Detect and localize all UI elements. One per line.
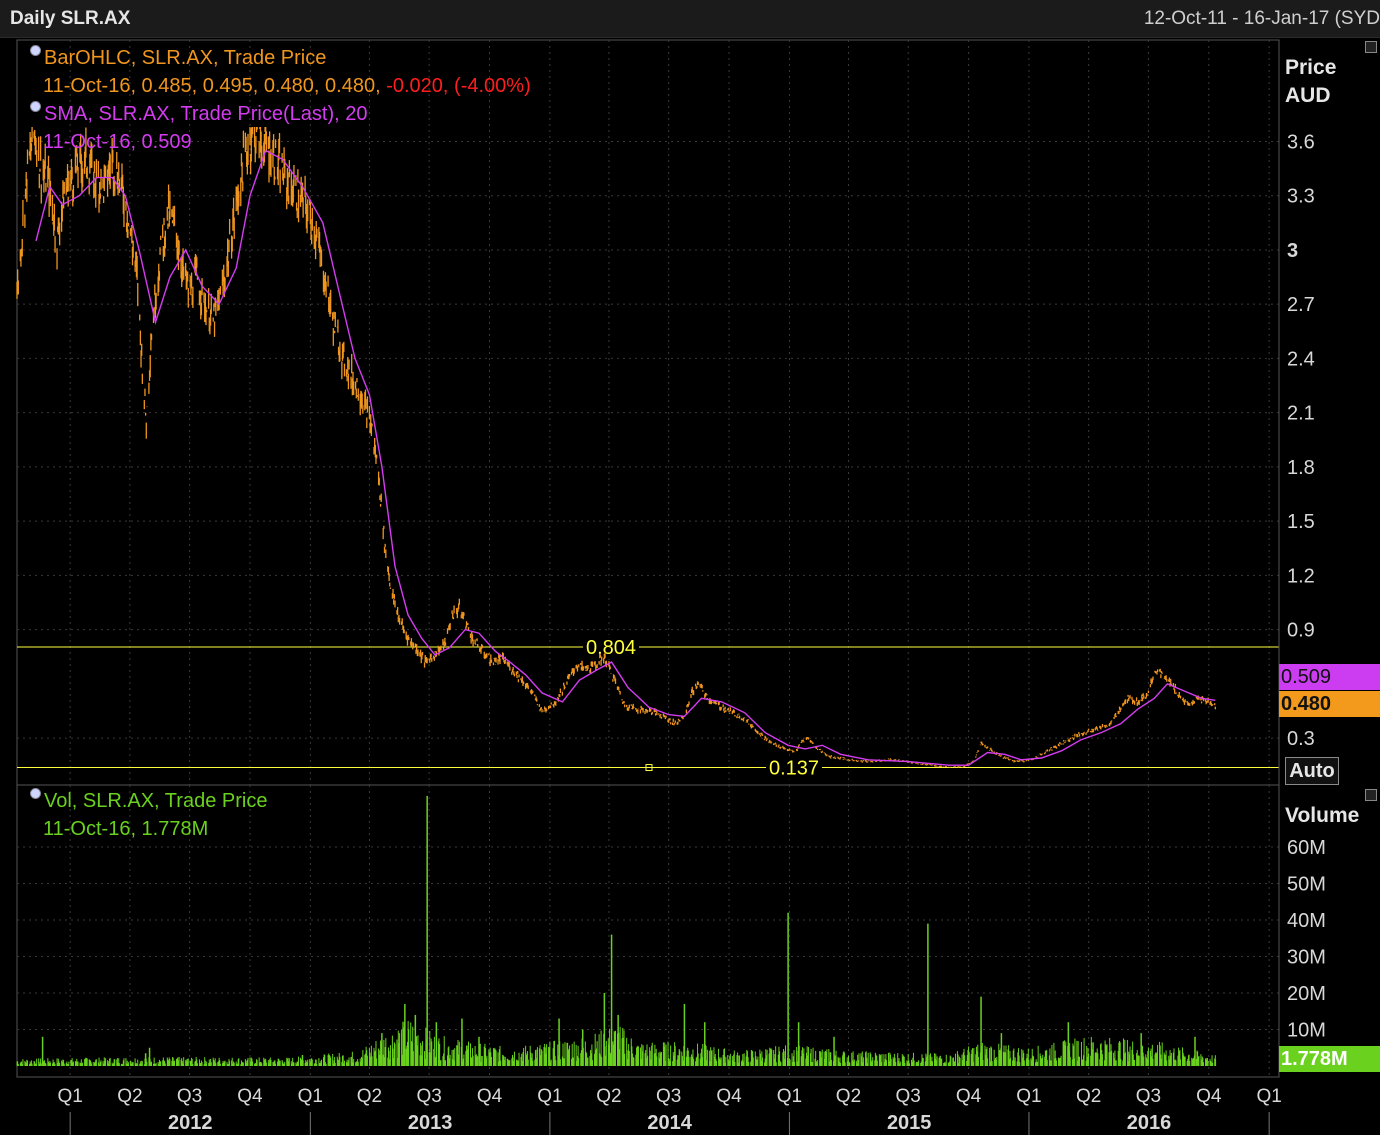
quarter-tick-label: Q2 xyxy=(836,1086,861,1107)
quarter-tick-label: Q3 xyxy=(1136,1086,1161,1107)
price-axis-title-line2: AUD xyxy=(1285,84,1331,107)
legend-toggle-icon[interactable] xyxy=(30,45,41,56)
vol-legend-value: 11-Oct-16, 1.778M xyxy=(43,818,209,840)
volume-tick-label: 50M xyxy=(1287,874,1326,896)
quarter-tick-label: Q3 xyxy=(416,1086,441,1107)
volume-bars xyxy=(16,795,1217,1066)
reference-label-bg xyxy=(766,755,822,780)
ohlc-legend-change: -0.020, (-4.00%) xyxy=(386,75,531,97)
price-tick-label: 3 xyxy=(1287,240,1298,262)
volume-last-tag: 1.778M xyxy=(1279,1046,1380,1072)
year-label: 2016 xyxy=(1127,1112,1172,1134)
window-title-bar: Daily SLR.AX 12-Oct-11 - 16-Jan-17 (SYD xyxy=(0,0,1380,38)
legend-toggle-icon[interactable] xyxy=(30,788,41,799)
sma-last-tag: 0.509 xyxy=(1279,664,1380,690)
vol-legend-title: Vol, SLR.AX, Trade Price xyxy=(44,790,268,812)
price-tick-label: 3.6 xyxy=(1287,131,1315,153)
quarter-tick-label: Q1 xyxy=(1256,1086,1281,1107)
quarter-tick-label: Q4 xyxy=(716,1086,742,1107)
quarter-tick-label: Q2 xyxy=(117,1086,142,1107)
year-label: 2012 xyxy=(168,1112,213,1134)
volume-tick-label: 60M xyxy=(1287,837,1326,859)
quarter-tick-label: Q2 xyxy=(1076,1086,1101,1107)
quarter-tick-label: Q1 xyxy=(1016,1086,1041,1107)
volume-tick-label: 40M xyxy=(1287,910,1326,932)
axes: Q1 Q2 Q3 Q4 Q1 Q2 Q3 Q4 Q1 Q2 Q3 Q4 Q1 Q2 Q3 Q4 Q1 Q2 Q3 Q4… xyxy=(57,40,1326,1135)
chart-title: Daily SLR.AX xyxy=(10,8,131,29)
quarter-tick-label: Q4 xyxy=(477,1086,503,1107)
price-tick-label: 1.8 xyxy=(1287,457,1315,479)
price-last-tag: 0.480 xyxy=(1279,691,1380,717)
maximize-icon[interactable] xyxy=(1365,41,1377,53)
price-series xyxy=(16,127,1216,768)
quarter-tick-label: Q1 xyxy=(298,1086,323,1107)
horizontal-lines: 0.804 0.137 xyxy=(17,634,1279,780)
year-label: 2014 xyxy=(647,1112,692,1134)
quarter-tick-label: Q1 xyxy=(777,1086,802,1107)
price-axis-title-line1: Price xyxy=(1285,56,1337,79)
price-tick-label: 1.5 xyxy=(1287,511,1315,533)
quarter-tick-label: Q1 xyxy=(57,1086,82,1107)
reference-line-label: 0.137 xyxy=(769,758,819,780)
sma-legend-value: 11-Oct-16, 0.509 xyxy=(43,131,192,153)
quarter-tick-label: Q3 xyxy=(896,1086,921,1107)
quarter-tick-label: Q2 xyxy=(596,1086,621,1107)
quarter-tick-label: Q4 xyxy=(956,1086,982,1107)
quarter-tick-label: Q2 xyxy=(357,1086,382,1107)
price-tick-label: 2.1 xyxy=(1287,403,1315,425)
volume-legend: Vol, SLR.AX, Trade Price 11-Oct-16, 1.77… xyxy=(30,787,267,843)
auto-scale-button[interactable]: Auto xyxy=(1285,757,1339,785)
quarter-tick-label: Q4 xyxy=(237,1086,263,1107)
ohlc-legend-title: BarOHLC, SLR.AX, Trade Price xyxy=(44,47,327,69)
legend-toggle-icon[interactable] xyxy=(30,101,41,112)
price-tick-label: 3.3 xyxy=(1287,186,1315,208)
reference-line-label: 0.804 xyxy=(586,637,636,659)
volume-tick-label: 10M xyxy=(1287,1020,1326,1042)
volume-tick-label: 30M xyxy=(1287,947,1326,969)
price-axis-title: Price AUD xyxy=(1285,54,1336,110)
reference-label-bg xyxy=(583,634,639,659)
quarter-tick-label: Q3 xyxy=(656,1086,681,1107)
price-tick-label: 1.2 xyxy=(1287,565,1315,587)
price-tick-label: 2.7 xyxy=(1287,294,1315,316)
quarter-tick-label: Q1 xyxy=(537,1086,562,1107)
price-tick-label: 0.9 xyxy=(1287,620,1315,642)
date-range[interactable]: 12-Oct-11 - 16-Jan-17 (SYD xyxy=(1143,8,1380,29)
maximize-icon[interactable] xyxy=(1365,789,1377,801)
year-label: 2015 xyxy=(887,1112,932,1134)
year-label: 2013 xyxy=(408,1112,453,1134)
ohlc-legend-values: 11-Oct-16, 0.485, 0.495, 0.480, 0.480, xyxy=(43,75,381,97)
volume-tick-label: 20M xyxy=(1287,983,1326,1005)
price-tick-label: 2.4 xyxy=(1287,348,1315,370)
quarter-tick-label: Q4 xyxy=(1196,1086,1222,1107)
price-legend: BarOHLC, SLR.AX, Trade Price 11-Oct-16, … xyxy=(30,44,531,156)
grid xyxy=(16,39,1280,1078)
volume-axis-title: Volume xyxy=(1285,804,1360,827)
price-tick-label: 0.3 xyxy=(1287,728,1315,750)
quarter-tick-label: Q3 xyxy=(177,1086,202,1107)
sma-line xyxy=(35,149,1216,766)
sma-legend-title: SMA, SLR.AX, Trade Price(Last), 20 xyxy=(44,103,368,125)
reference-line-handle xyxy=(645,764,653,772)
